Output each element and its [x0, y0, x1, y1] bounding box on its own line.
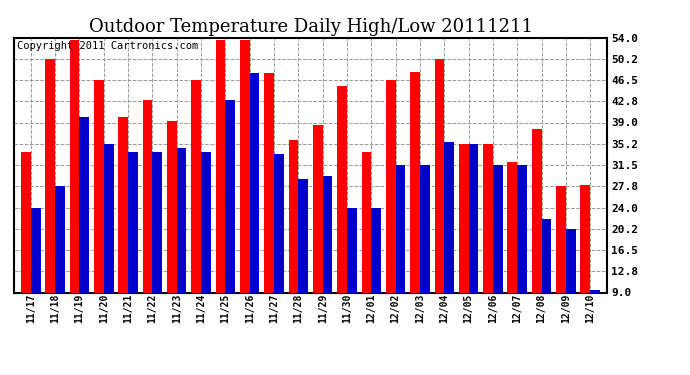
Bar	[250, 73, 259, 292]
Text: Copyright 2011 Cartronics.com: Copyright 2011 Cartronics.com	[17, 41, 198, 51]
Bar	[288, 140, 298, 292]
Bar	[104, 144, 114, 292]
Bar	[347, 207, 357, 292]
Bar	[55, 186, 65, 292]
Bar	[31, 207, 41, 292]
Bar	[371, 207, 381, 292]
Bar	[395, 165, 405, 292]
Bar	[542, 219, 551, 292]
Bar	[435, 59, 444, 292]
Bar	[337, 86, 347, 292]
Bar	[240, 40, 250, 292]
Bar	[201, 152, 210, 292]
Bar	[70, 40, 79, 292]
Bar	[167, 122, 177, 292]
Bar	[532, 129, 542, 292]
Bar	[469, 144, 478, 292]
Bar	[46, 59, 55, 292]
Bar	[507, 162, 518, 292]
Bar	[128, 152, 138, 292]
Bar	[94, 80, 104, 292]
Bar	[298, 179, 308, 292]
Bar	[274, 154, 284, 292]
Bar	[459, 144, 469, 292]
Bar	[119, 117, 128, 292]
Bar	[580, 185, 590, 292]
Bar	[143, 100, 152, 292]
Bar	[79, 117, 89, 292]
Bar	[493, 165, 502, 292]
Bar	[518, 165, 527, 292]
Bar	[420, 165, 430, 292]
Bar	[444, 142, 454, 292]
Bar	[152, 152, 162, 292]
Bar	[226, 100, 235, 292]
Bar	[590, 290, 600, 292]
Bar	[411, 72, 420, 292]
Bar	[191, 80, 201, 292]
Bar	[556, 186, 566, 292]
Bar	[386, 80, 395, 292]
Bar	[216, 40, 226, 292]
Bar	[21, 152, 31, 292]
Bar	[264, 73, 274, 292]
Bar	[483, 144, 493, 292]
Bar	[313, 125, 323, 292]
Bar	[177, 148, 186, 292]
Title: Outdoor Temperature Daily High/Low 20111211: Outdoor Temperature Daily High/Low 20111…	[88, 18, 533, 36]
Bar	[566, 229, 575, 292]
Bar	[323, 176, 333, 292]
Bar	[362, 152, 371, 292]
